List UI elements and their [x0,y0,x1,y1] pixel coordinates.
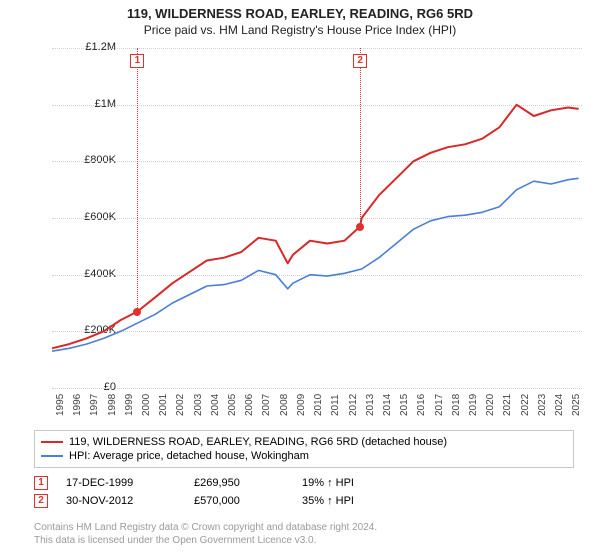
footer-line: Contains HM Land Registry data © Crown c… [34,522,574,535]
x-tick-label: 2005 [227,394,238,416]
chart-container: 119, WILDERNESS ROAD, EARLEY, READING, R… [0,0,600,560]
chart-subtitle: Price paid vs. HM Land Registry's House … [0,21,600,37]
x-tick-label: 2010 [313,394,324,416]
x-tick-label: 2001 [158,394,169,416]
legend-row: 119, WILDERNESS ROAD, EARLEY, READING, R… [41,435,567,449]
footer-attribution: Contains HM Land Registry data © Crown c… [34,522,574,547]
x-tick-label: 2025 [571,394,582,416]
sale-dot [133,308,141,316]
x-tick-label: 1997 [89,394,100,416]
x-axis-ticks: 1995 1996 1997 1998 1999 2000 2001 2002 2003 2004… [52,388,582,418]
sales-row: 1 17-DEC-1999 £269,950 19% ↑ HPI [34,474,574,492]
x-tick-label: 2008 [279,394,290,416]
sale-marker-box: 1 [130,54,144,68]
sales-row: 2 30-NOV-2012 £570,000 35% ↑ HPI [34,492,574,510]
sale-vline [360,48,361,227]
x-tick-label: 1995 [55,394,66,416]
x-tick-label: 1999 [124,394,135,416]
x-tick-label: 2013 [365,394,376,416]
legend: 119, WILDERNESS ROAD, EARLEY, READING, R… [34,430,574,468]
sales-table: 1 17-DEC-1999 £269,950 19% ↑ HPI 2 30-NOV-201… [34,474,574,510]
x-tick-label: 2009 [296,394,307,416]
x-tick-label: 2002 [175,394,186,416]
legend-label: HPI: Average price, detached house, Woki… [69,450,309,462]
x-tick-label: 2020 [485,394,496,416]
line-plot [52,48,582,388]
sale-dot [356,223,364,231]
x-tick-label: 2000 [141,394,152,416]
x-tick-label: 2016 [416,394,427,416]
x-tick-label: 2012 [348,394,359,416]
x-tick-label: 2017 [434,394,445,416]
sale-marker-box: 2 [353,54,367,68]
sale-hpi: 35% ↑ HPI [302,495,422,507]
x-tick-label: 2007 [261,394,272,416]
x-tick-label: 2015 [399,394,410,416]
legend-swatch [41,455,63,457]
x-tick-label: 2019 [468,394,479,416]
sale-hpi: 19% ↑ HPI [302,477,422,489]
x-tick-label: 2006 [244,394,255,416]
footer-line: This data is licensed under the Open Gov… [34,535,574,548]
sale-price: £269,950 [194,477,284,489]
chart-title: 119, WILDERNESS ROAD, EARLEY, READING, R… [0,0,600,21]
x-tick-label: 2003 [193,394,204,416]
x-tick-label: 1996 [72,394,83,416]
legend-row: HPI: Average price, detached house, Woki… [41,449,567,463]
sale-date: 30-NOV-2012 [66,495,176,507]
x-tick-label: 2004 [210,394,221,416]
x-tick-label: 2022 [520,394,531,416]
sale-price: £570,000 [194,495,284,507]
x-tick-label: 2023 [537,394,548,416]
sale-date: 17-DEC-1999 [66,477,176,489]
series-hpi [52,178,579,351]
x-tick-label: 1998 [107,394,118,416]
x-tick-label: 2021 [502,394,513,416]
legend-swatch [41,441,63,443]
series-property [52,105,579,349]
x-tick-label: 2024 [554,394,565,416]
x-tick-label: 2011 [330,394,341,416]
legend-label: 119, WILDERNESS ROAD, EARLEY, READING, R… [69,436,447,448]
x-tick-label: 2018 [451,394,462,416]
sale-number-box: 1 [34,476,48,490]
sale-vline [137,48,138,312]
x-tick-label: 2014 [382,394,393,416]
sale-number-box: 2 [34,494,48,508]
chart-area: 1 2 1995 1996 1997 1998 1999 2000 2001 2002 2003 2… [52,48,582,418]
